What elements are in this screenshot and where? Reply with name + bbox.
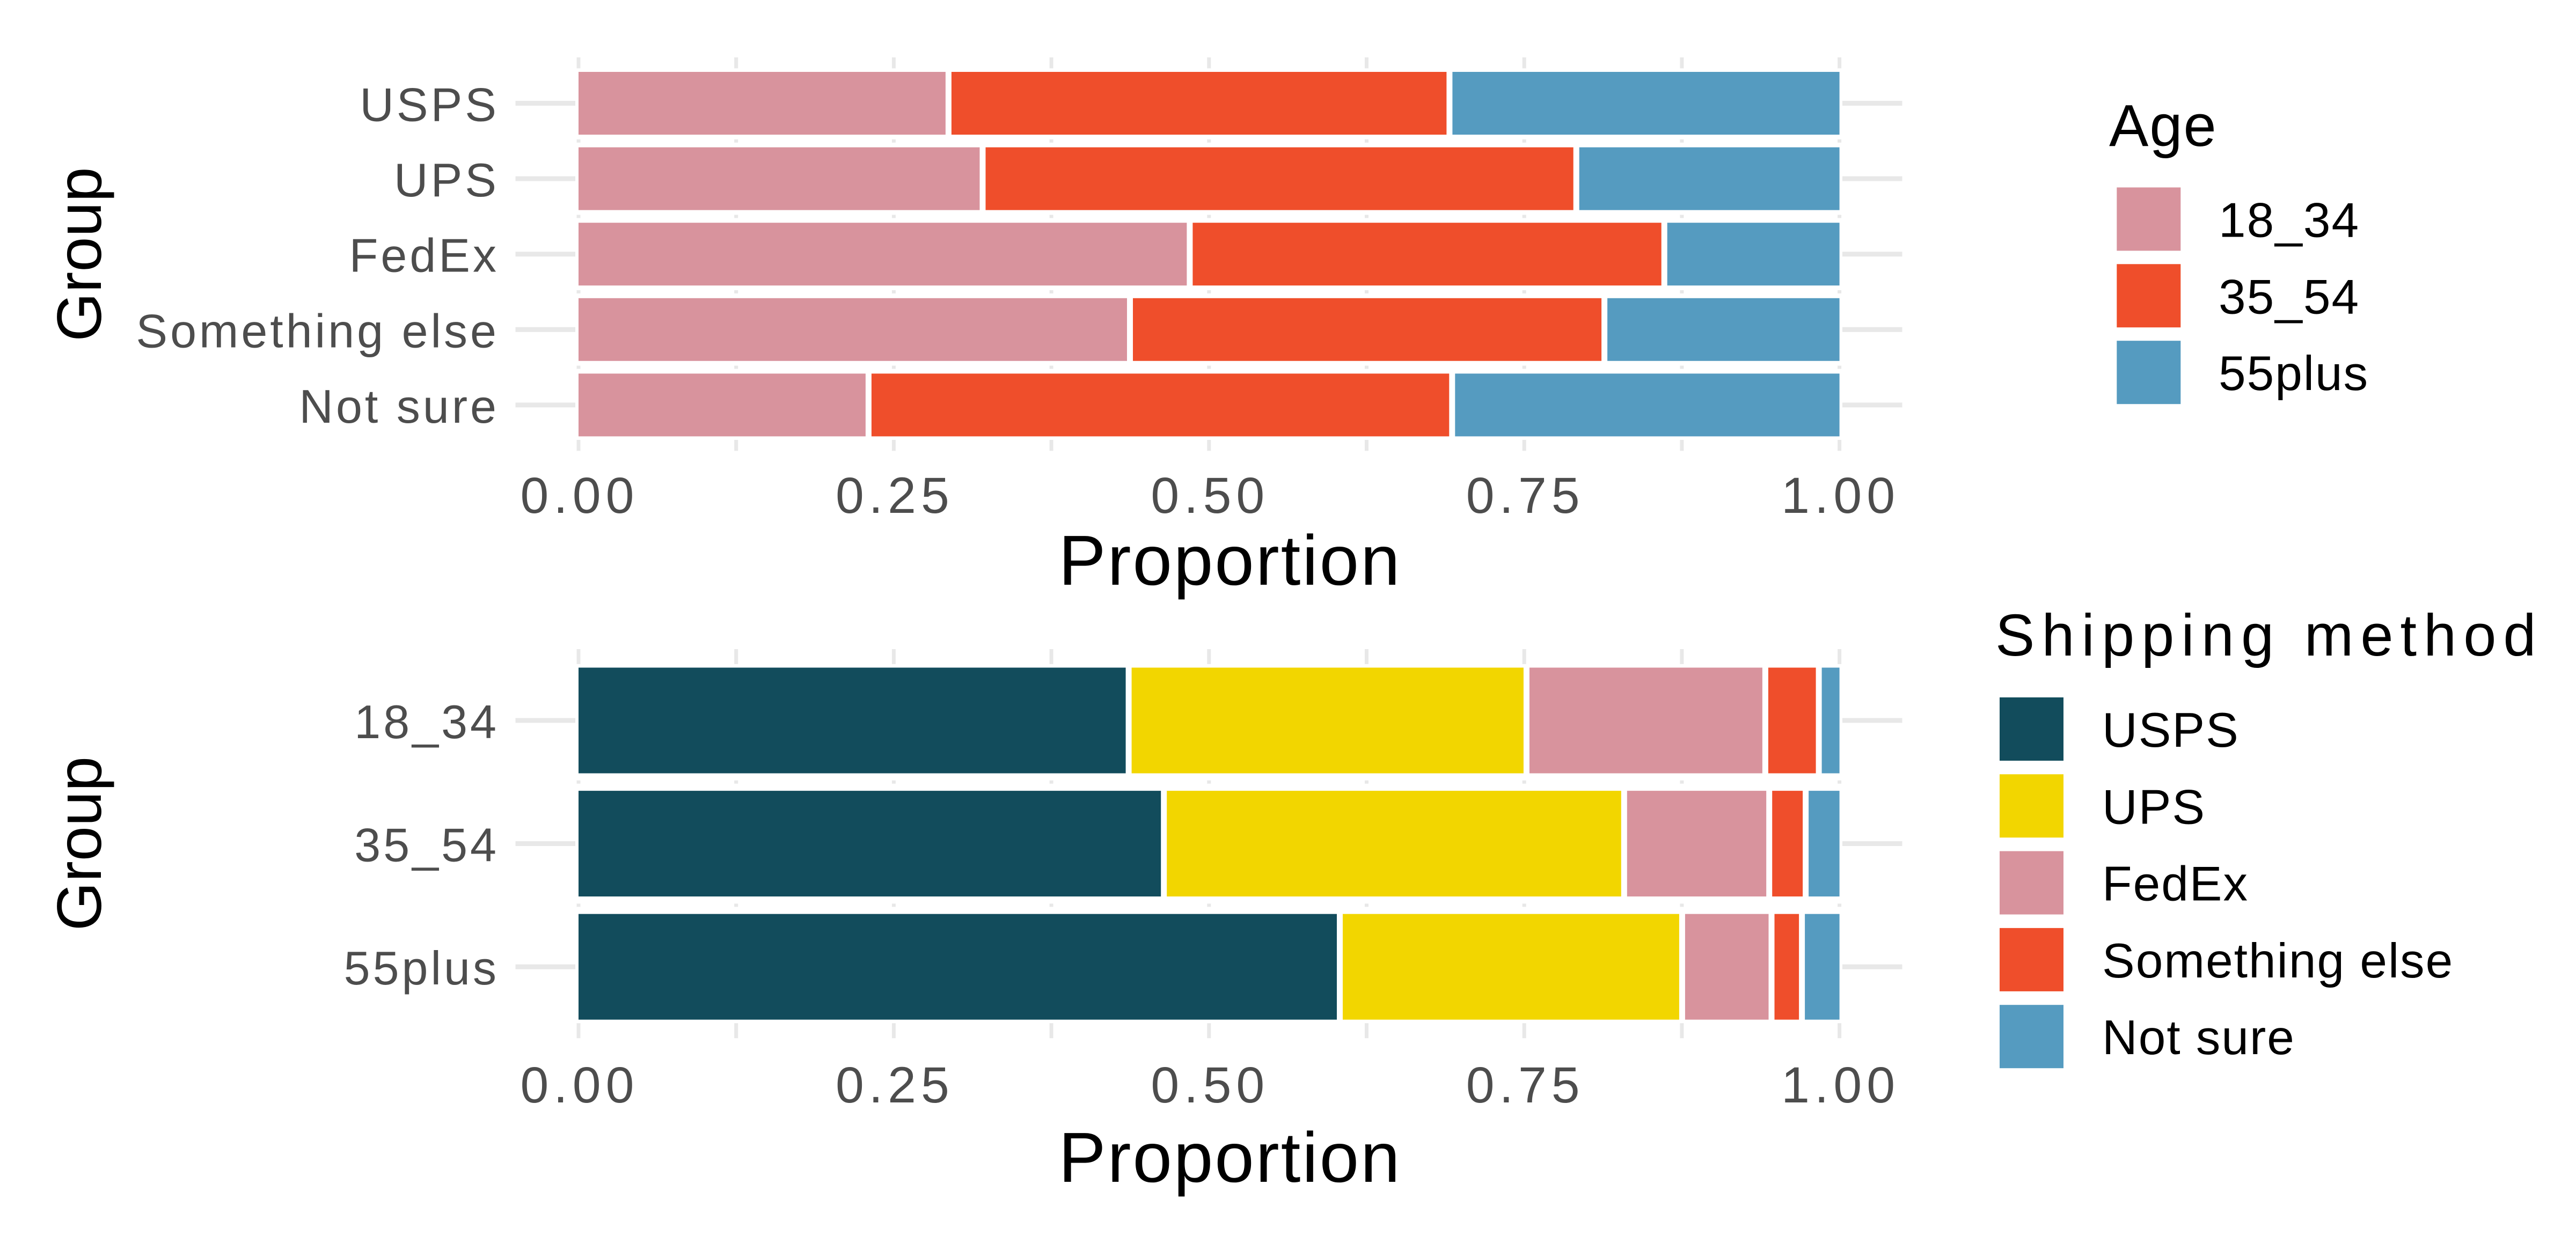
svg-text:0.25: 0.25 — [836, 467, 954, 524]
svg-text:1.00: 1.00 — [1781, 467, 1900, 524]
svg-text:Proportion: Proportion — [1058, 1118, 1401, 1197]
svg-text:FedEx: FedEx — [2102, 857, 2249, 911]
svg-text:55plus: 55plus — [344, 941, 499, 995]
svg-text:USPS: USPS — [2102, 703, 2240, 757]
svg-text:55plus: 55plus — [2219, 347, 2369, 401]
svg-text:Shipping method: Shipping method — [1995, 602, 2543, 668]
svg-text:35_54: 35_54 — [354, 819, 499, 872]
svg-text:0.50: 0.50 — [1151, 1057, 1269, 1114]
svg-text:0.75: 0.75 — [1466, 467, 1585, 524]
svg-text:18_34: 18_34 — [354, 695, 499, 748]
svg-text:Something else: Something else — [2102, 934, 2454, 988]
svg-text:Group: Group — [44, 756, 114, 931]
svg-text:Age: Age — [2109, 93, 2218, 159]
svg-text:0.00: 0.00 — [521, 1057, 639, 1114]
svg-text:0.25: 0.25 — [836, 1057, 954, 1114]
svg-text:18_34: 18_34 — [2219, 193, 2360, 247]
svg-text:USPS: USPS — [360, 78, 499, 131]
svg-text:Proportion: Proportion — [1058, 521, 1401, 600]
svg-text:1.00: 1.00 — [1781, 1057, 1900, 1114]
svg-text:Not sure: Not sure — [2102, 1011, 2295, 1065]
svg-text:0.00: 0.00 — [521, 467, 639, 524]
svg-text:35_54: 35_54 — [2219, 270, 2360, 324]
svg-text:FedEx: FedEx — [349, 229, 499, 282]
svg-text:Something else: Something else — [136, 304, 499, 357]
svg-text:UPS: UPS — [2102, 780, 2206, 834]
svg-text:Not sure: Not sure — [299, 380, 499, 433]
svg-text:0.75: 0.75 — [1466, 1057, 1585, 1114]
svg-text:UPS: UPS — [394, 153, 499, 207]
svg-text:0.50: 0.50 — [1151, 467, 1269, 524]
svg-text:Group: Group — [44, 167, 114, 341]
